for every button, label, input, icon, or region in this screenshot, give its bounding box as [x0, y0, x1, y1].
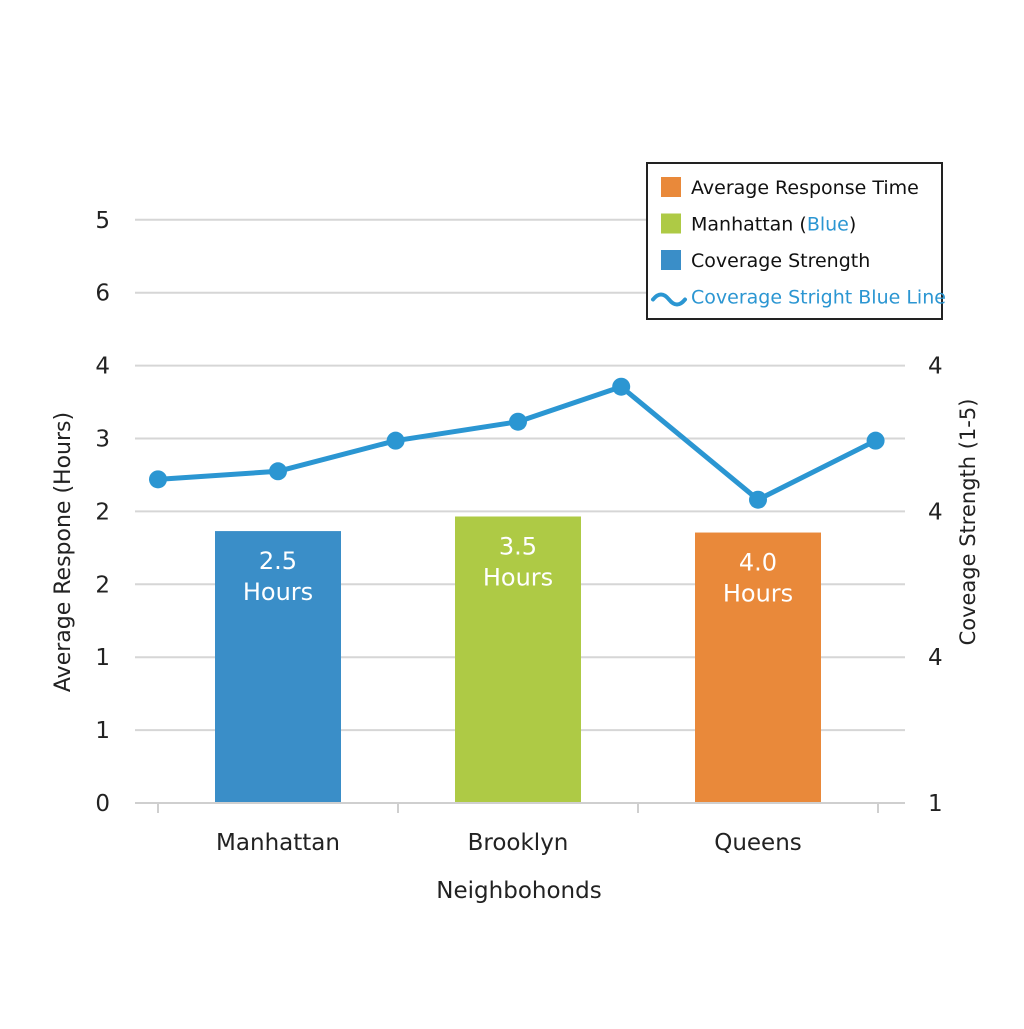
bars: 2.5 Hours 3.5 Hours 4.0 Hours — [215, 516, 821, 803]
legend-line-swatch — [651, 292, 687, 307]
line-series — [149, 377, 885, 509]
legend: Average Response Time Manhattan (Blue) Cov… — [646, 162, 946, 320]
y-tick-label: 1 — [95, 718, 110, 744]
y-tick-label: 4 — [95, 354, 110, 380]
y-tick-label: 5 — [95, 208, 110, 234]
y2-tick-label: 4 — [928, 499, 943, 525]
line-point — [149, 470, 167, 489]
y2-tick-label: 1 — [928, 791, 943, 817]
y-axis-ticks: 0 1 1 2 2 3 4 6 5 — [95, 208, 110, 817]
y2-tick-label: 4 — [928, 354, 943, 380]
legend-box — [646, 162, 943, 320]
y2-axis-ticks: 1 4 4 4 — [928, 354, 943, 817]
x-tick-label: Manhattan — [216, 830, 340, 856]
legend-swatch — [661, 213, 681, 234]
y-axis-label: Average Respone (Hours) — [51, 412, 76, 692]
line-path — [157, 384, 877, 503]
legend-text: Coverage Strength — [691, 250, 870, 272]
x-tick-label: Queens — [714, 830, 802, 856]
bar-data-label-unit: Hours — [483, 564, 553, 592]
legend-item-label: Coverage Strength — [691, 250, 870, 272]
line-point — [386, 431, 405, 450]
x-axis: Manhattan Brooklyn Queens — [135, 802, 905, 856]
y-tick-label: 2 — [95, 572, 110, 598]
y-tick-label: 0 — [95, 791, 110, 817]
legend-text: Manhattan ( — [691, 214, 807, 236]
bar-manhattan — [215, 531, 341, 803]
legend-text: Coverage Stright Blue Line — [691, 287, 946, 309]
line-point — [866, 431, 885, 450]
legend-item-label: Manhattan (Blue) — [691, 214, 856, 236]
line-point — [509, 412, 527, 431]
legend-text-suffix: ) — [849, 214, 856, 236]
bar-data-label: 2.5 — [259, 547, 297, 575]
bar-queens — [695, 532, 821, 803]
y-tick-label: 6 — [95, 281, 110, 307]
bar-brooklyn — [455, 516, 581, 803]
y-tick-label: 2 — [95, 499, 110, 525]
y-tick-label: 1 — [95, 645, 110, 671]
bar-data-label-unit: Hours — [723, 580, 793, 608]
line-point — [612, 377, 631, 396]
legend-item-label: Coverage Stright Blue Line — [691, 287, 946, 309]
legend-swatch — [661, 177, 681, 197]
x-tick-label: Brooklyn — [468, 830, 569, 856]
y2-tick-label: 4 — [928, 645, 943, 671]
line-point — [749, 490, 767, 509]
legend-swatch — [661, 250, 681, 270]
bar-data-label-unit: Hours — [243, 578, 313, 606]
legend-text-highlight: Blue — [807, 214, 849, 236]
y2-axis-label: Coveage Strength (1-5) — [956, 399, 980, 646]
legend-item-label: Average Response Time — [691, 177, 919, 199]
bar-data-label: 3.5 — [499, 533, 537, 561]
y-tick-label: 3 — [95, 427, 110, 453]
bar-data-label: 4.0 — [739, 549, 777, 577]
line-point — [269, 462, 287, 481]
x-axis-label: Neighbohonds — [436, 878, 601, 904]
legend-text: Average Response Time — [691, 177, 919, 199]
